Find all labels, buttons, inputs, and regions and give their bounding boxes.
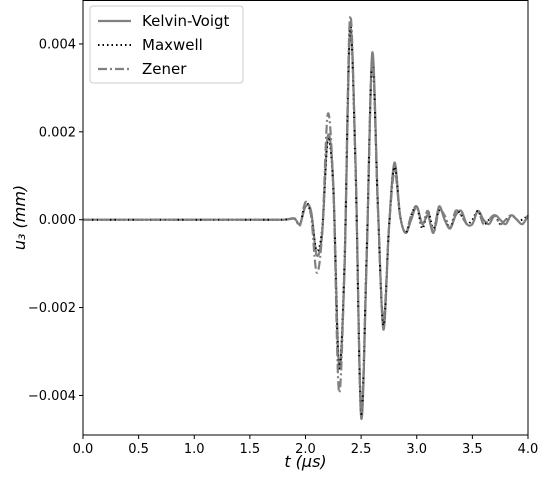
x-tick-label: 4.0 (518, 442, 539, 457)
y-tick-label: −0.004 (28, 389, 76, 404)
x-axis: 0.0 0.5 1.0 1.5 2.0 2.5 3.0 3.5 4.0 (73, 435, 539, 457)
x-tick-label: 3.5 (462, 442, 483, 457)
y-axis-label: u₃ (mm) (10, 185, 29, 250)
legend-box (89, 5, 244, 84)
legend-label-kelvin-voigt: Kelvin-Voigt (142, 12, 230, 30)
legend-label-zener: Zener (142, 60, 187, 78)
x-tick-label: 0.0 (73, 442, 94, 457)
series-line-zener (83, 14, 529, 412)
x-tick-label: 2.0 (295, 442, 316, 457)
y-tick-label: −0.002 (28, 301, 76, 316)
y-axis: 0.004 0.002 0.000 −0.002 −0.004 (28, 37, 83, 404)
series-layer (83, 14, 529, 421)
legend: Kelvin-Voigt Maxwell Zener (89, 5, 244, 84)
x-tick-label: 1.5 (240, 442, 261, 457)
y-tick-label: 0.002 (39, 125, 76, 140)
x-tick-label: 2.5 (351, 442, 372, 457)
y-tick-label: 0.000 (39, 213, 76, 228)
legend-label-maxwell: Maxwell (142, 36, 203, 54)
x-axis-label: t (μs) (284, 452, 326, 471)
y-tick-label: 0.004 (39, 37, 76, 52)
series-line-kelvin-voigt (83, 27, 529, 421)
x-tick-label: 1.0 (184, 442, 205, 457)
x-tick-label: 0.5 (128, 442, 149, 457)
x-tick-label: 3.0 (406, 442, 427, 457)
